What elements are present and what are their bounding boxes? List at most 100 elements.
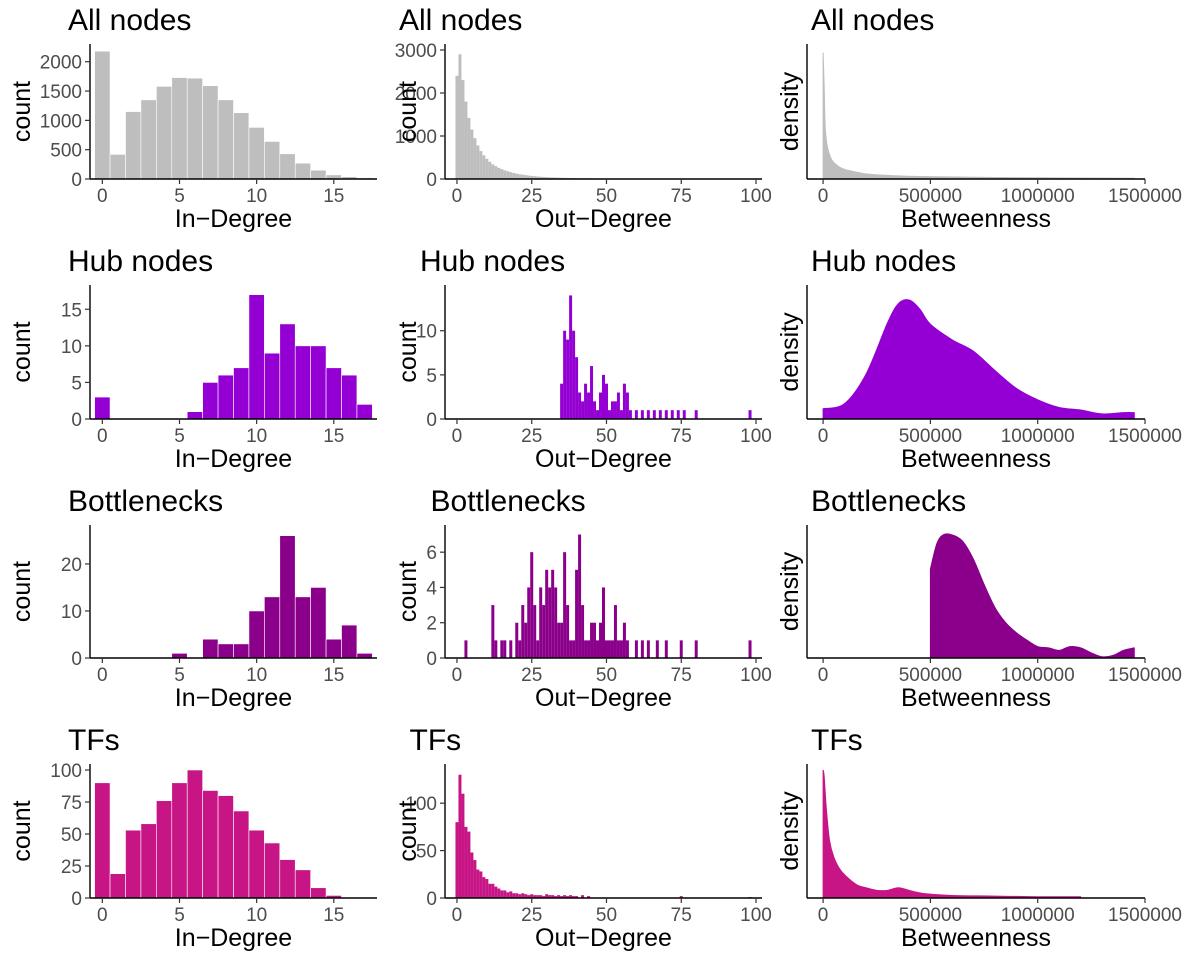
y-axis-title: count (8, 800, 36, 861)
density-area (823, 53, 1134, 179)
x-tick-label: 500000 (899, 905, 962, 926)
histogram-bar (187, 78, 202, 179)
histogram-bar (494, 166, 497, 179)
y-tick-label: 75 (61, 793, 82, 814)
y-tick-label: 0 (426, 649, 437, 670)
x-tick-label: 25 (521, 186, 542, 207)
x-tick-label: 15 (323, 186, 344, 207)
x-axis-title: Out−Degree (535, 684, 672, 712)
histogram-bar (249, 295, 264, 419)
density-area (823, 300, 1134, 419)
histogram-bar (578, 393, 581, 419)
histogram-bar (515, 623, 518, 658)
histogram-bar (509, 172, 512, 179)
histogram-bar (614, 605, 617, 658)
histogram-bar (503, 640, 506, 658)
histogram-bar (509, 891, 512, 898)
histogram-bar (476, 145, 479, 179)
panel-title: Bottlenecks (68, 485, 223, 518)
histogram-bar (749, 640, 752, 658)
histogram-bar (497, 889, 500, 898)
histogram-bar (473, 138, 476, 179)
x-axis-title: In−Degree (175, 205, 292, 233)
y-tick-label: 15 (61, 300, 82, 321)
y-axis-title: density (776, 312, 804, 392)
histogram-bar (608, 410, 611, 419)
y-axis-title: count (394, 321, 422, 382)
histogram-bar (467, 832, 470, 898)
histogram-bar (342, 625, 357, 658)
x-tick-label: 15 (323, 426, 344, 447)
histogram-bar (280, 860, 295, 898)
x-tick-label: 50 (596, 186, 617, 207)
x-tick-label: 50 (596, 665, 617, 686)
x-tick-label: 0 (452, 665, 463, 686)
histogram-bar (623, 623, 626, 658)
histogram-bar (572, 331, 575, 419)
histogram-bar (665, 410, 668, 419)
histogram-bar (563, 552, 566, 658)
histogram-bar (506, 171, 509, 179)
panel-title: TFs (811, 724, 863, 757)
y-tick-label: 6 (426, 543, 437, 564)
histogram-bar (455, 76, 458, 179)
y-tick-label: 2000 (40, 53, 82, 74)
histogram-bar (470, 852, 473, 898)
histogram-bar (479, 871, 482, 898)
histogram-bar (608, 640, 611, 658)
histogram-bar (572, 640, 575, 658)
histogram-bar (464, 640, 467, 658)
histogram-bar (593, 401, 596, 419)
histogram-bar (515, 893, 518, 898)
y-tick-label: 3000 (395, 41, 437, 62)
histogram-bar (560, 623, 563, 658)
histogram-bar (295, 163, 310, 179)
histogram-bar (218, 644, 233, 658)
histogram-bar (512, 893, 515, 898)
histogram-bar (596, 410, 599, 419)
y-axis-title: density (776, 71, 804, 151)
histogram-bar (641, 640, 644, 658)
histogram-bar (509, 640, 512, 658)
histogram-bar (599, 623, 602, 658)
x-tick-label: 0 (818, 905, 829, 926)
x-tick-label: 75 (671, 905, 692, 926)
x-tick-label: 25 (521, 665, 542, 686)
density-area (823, 770, 1081, 898)
histogram-bar (464, 827, 467, 898)
histogram-bar (326, 639, 341, 658)
histogram-bar (647, 410, 650, 419)
x-tick-label: 1000000 (1001, 426, 1075, 447)
histogram-bar (234, 644, 249, 658)
histogram-bar (494, 640, 497, 658)
histogram-bar (671, 410, 674, 419)
x-tick-label: 10 (246, 186, 267, 207)
histogram-bar (518, 640, 521, 658)
histogram-bar (218, 796, 233, 898)
y-axis-title: count (8, 321, 36, 382)
histogram-bar (311, 587, 326, 658)
y-axis-title: count (394, 800, 422, 861)
histogram-bar (599, 393, 602, 419)
x-tick-label: 1000000 (1001, 905, 1075, 926)
histogram-bar (548, 587, 551, 658)
histogram-bar (539, 587, 542, 658)
x-tick-label: 0 (97, 665, 108, 686)
x-tick-label: 25 (521, 905, 542, 926)
histogram-bar (500, 890, 503, 898)
histogram-bar (491, 605, 494, 658)
histogram-bar (611, 640, 614, 658)
x-axis-title: Betweenness (901, 445, 1051, 473)
x-tick-label: 500000 (899, 665, 962, 686)
histogram-bar (455, 822, 458, 898)
histogram-bar (524, 623, 527, 658)
histogram-bar (95, 397, 110, 419)
histogram-bar (602, 587, 605, 658)
histogram-bar (626, 640, 629, 658)
histogram-bar (203, 790, 218, 898)
x-tick-label: 75 (671, 186, 692, 207)
histogram-bar (569, 295, 572, 419)
